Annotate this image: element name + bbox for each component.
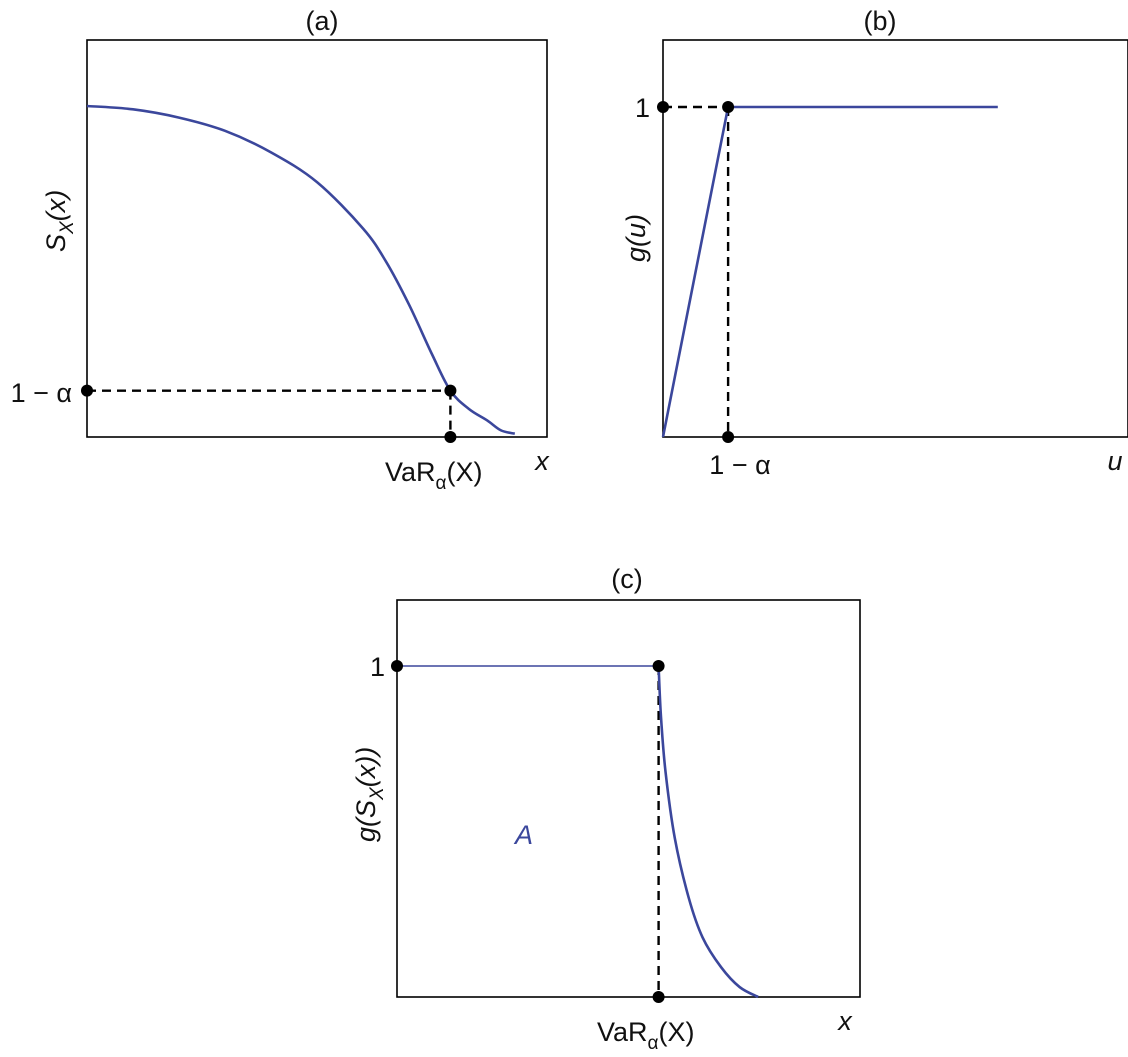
panel-b-distortion-curve <box>661 105 998 438</box>
panel-c-y-axis-label: g(SX(x)) <box>351 747 388 842</box>
panel-b-marker-2 <box>722 431 735 443</box>
panel-a-survival-curve <box>86 104 516 435</box>
panel-a-frame <box>86 39 548 438</box>
panel-c-marker-2 <box>652 991 665 1003</box>
panel-c: (c) 1 VaRα(X) x g(SX(x)) A <box>351 564 861 1054</box>
panel-a-y-axis-label: SX(x) <box>41 190 78 252</box>
panel-c-x-axis-label: x <box>836 1006 853 1036</box>
panel-a-x-axis-label: x <box>533 446 550 476</box>
panel-c-series-1 <box>657 665 759 999</box>
panel-c-x-tick-label: VaRα(X) <box>597 1017 695 1054</box>
panel-b-marker-0 <box>657 101 669 113</box>
panel-b-y-axis-label: g(u) <box>621 214 651 262</box>
panel-c-y-tick-label: 1 <box>370 652 385 682</box>
panel-b: (b) 1 1 − α u g(u) <box>621 6 1128 480</box>
panel-b-title: (b) <box>864 6 897 36</box>
panel-b-x-tick-label: 1 − α <box>709 450 770 480</box>
panel-b-x-axis-label: u <box>1107 446 1122 476</box>
panel-a-title: (a) <box>306 6 339 36</box>
panel-b-marker-1 <box>722 101 735 113</box>
panel-b-frame <box>662 39 1128 438</box>
panel-a-x-tick-label: VaRα(X) <box>385 457 483 494</box>
panel-c-marker-1 <box>652 660 665 672</box>
panel-c-area-label: A <box>513 820 533 850</box>
panel-c-frame <box>396 599 861 998</box>
panel-c-marker-0 <box>391 660 403 672</box>
panel-c-title: (c) <box>611 564 642 594</box>
panel-a: (a) 1 − α VaRα(X) x SX(x) <box>11 6 551 494</box>
panel-a-marker-1 <box>444 384 457 397</box>
panel-a-marker-2 <box>444 431 457 443</box>
panel-a-marker-0 <box>81 384 93 397</box>
panel-a-y-tick-label: 1 − α <box>11 378 72 408</box>
panel-b-y-tick-label: 1 <box>635 93 650 123</box>
